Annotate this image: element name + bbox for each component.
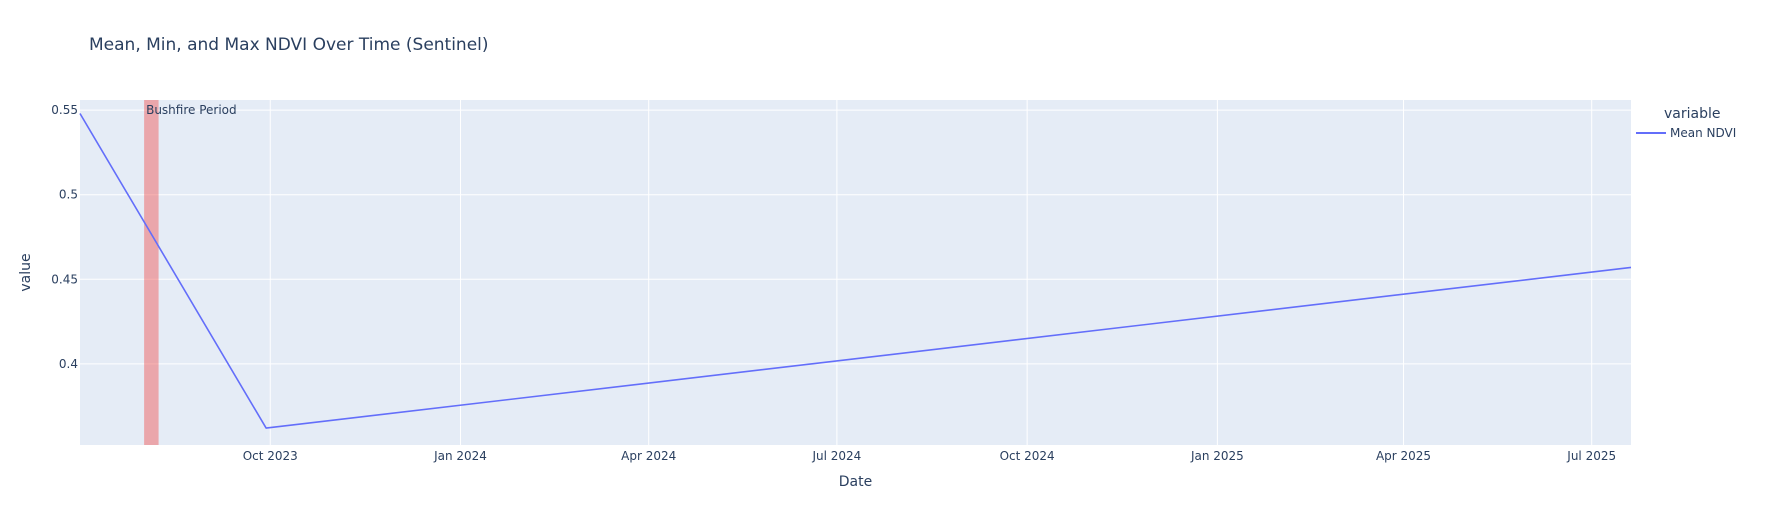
legend-item-label: Mean NDVI [1670, 126, 1736, 140]
x-tick-label: Apr 2025 [1376, 449, 1431, 463]
x-tick-label: Jan 2024 [433, 449, 487, 463]
plot-background [80, 100, 1631, 445]
x-tick-label: Jul 2024 [811, 449, 861, 463]
x-axis-title: Date [839, 474, 872, 490]
shaded-regions [144, 100, 158, 445]
legend-items: Mean NDVI [1636, 126, 1736, 140]
y-tick-label: 0.5 [59, 188, 78, 202]
bushfire-period-band [144, 100, 158, 445]
legend-title: variable [1664, 106, 1720, 122]
x-axis-ticks: Oct 2023 Jan 2024 Apr 2024 Jul 2024 Oct 2024… [243, 449, 1616, 463]
y-tick-label: 0.45 [51, 272, 78, 286]
y-tick-label: 0.4 [59, 357, 78, 371]
y-tick-label: 0.55 [51, 103, 78, 117]
x-tick-label: Jan 2025 [1190, 449, 1244, 463]
x-tick-label: Apr 2024 [621, 449, 676, 463]
x-tick-label: Jul 2025 [1566, 449, 1616, 463]
chart-title: Mean, Min, and Max NDVI Over Time (Senti… [89, 35, 489, 55]
x-tick-label: Oct 2024 [1000, 449, 1055, 463]
y-axis-ticks: 0.4 0.45 0.5 0.55 [51, 103, 78, 371]
annotations: Bushfire Period [146, 103, 237, 117]
legend: variable Mean NDVI [1636, 106, 1736, 140]
x-tick-label: Oct 2023 [243, 449, 298, 463]
y-axis-title: value [18, 253, 34, 291]
bushfire-period-label: Bushfire Period [146, 103, 237, 117]
